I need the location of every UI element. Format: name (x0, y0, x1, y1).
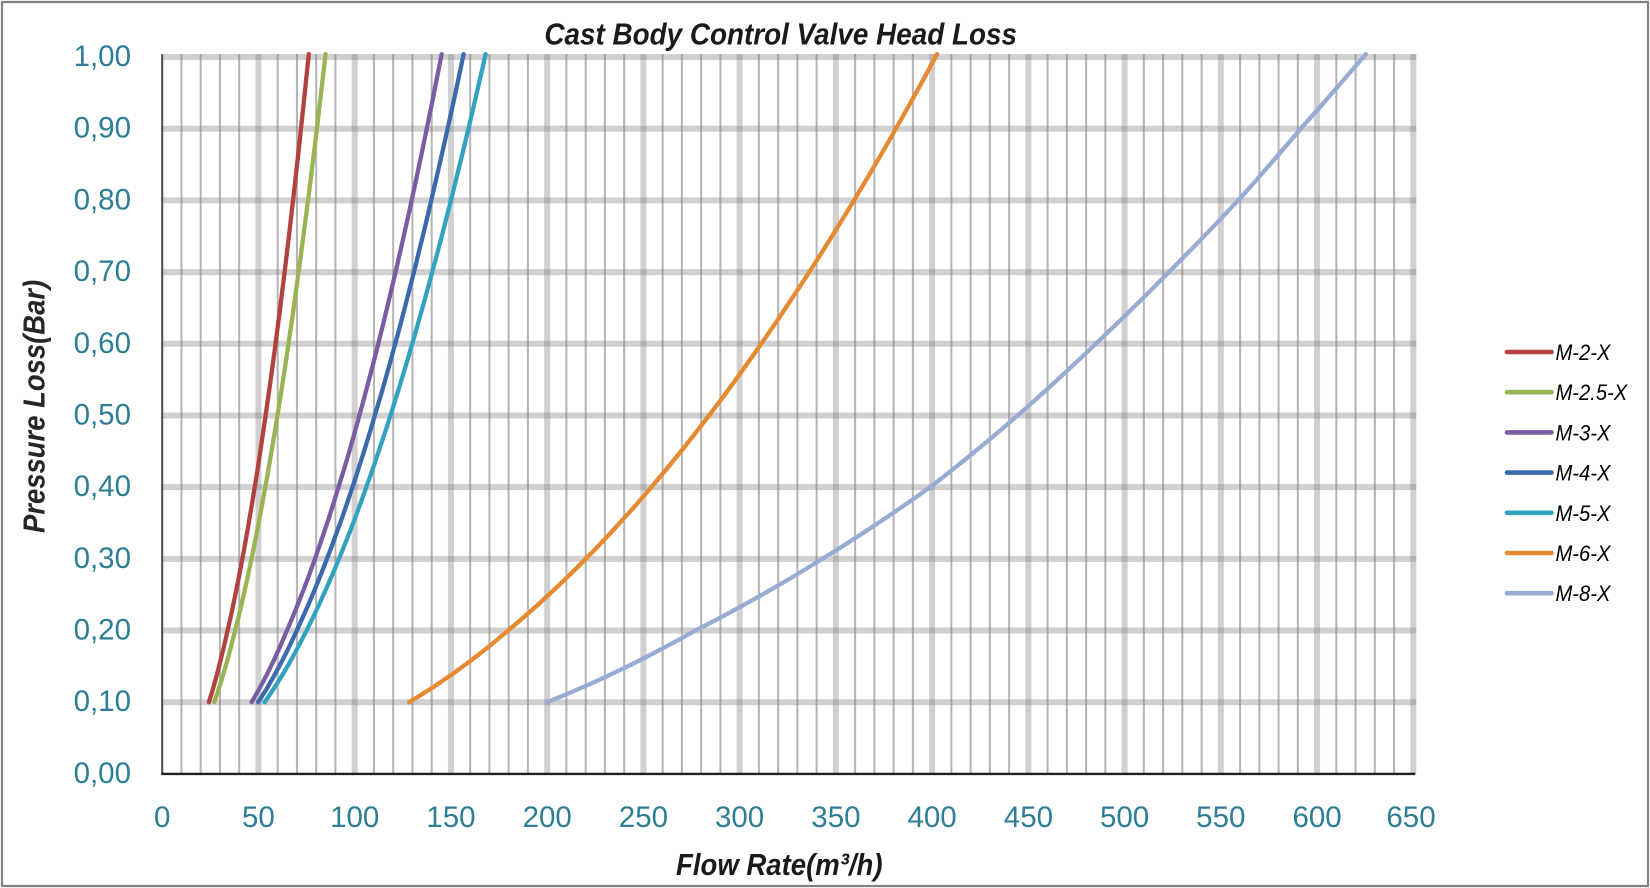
svg-text:600: 600 (1292, 801, 1341, 834)
svg-text:0,40: 0,40 (74, 470, 131, 503)
svg-text:650: 650 (1386, 801, 1435, 834)
svg-text:M-6-X: M-6-X (1556, 541, 1612, 566)
svg-text:150: 150 (426, 801, 475, 834)
svg-text:0,60: 0,60 (74, 327, 131, 360)
svg-text:M-4-X: M-4-X (1556, 461, 1612, 486)
svg-text:300: 300 (715, 801, 764, 834)
svg-text:0,20: 0,20 (74, 614, 131, 647)
svg-text:350: 350 (811, 801, 860, 834)
svg-text:M-2-X: M-2-X (1556, 340, 1612, 365)
svg-text:100: 100 (330, 801, 379, 834)
svg-text:400: 400 (907, 801, 956, 834)
svg-text:50: 50 (242, 801, 275, 834)
svg-text:M-2.5-X: M-2.5-X (1556, 380, 1629, 405)
svg-text:200: 200 (523, 801, 572, 834)
svg-text:0,10: 0,10 (74, 685, 131, 718)
svg-text:250: 250 (619, 801, 668, 834)
svg-text:0: 0 (154, 801, 170, 834)
svg-text:Pressure Loss(Bar): Pressure Loss(Bar) (17, 280, 52, 533)
svg-text:1,00: 1,00 (74, 40, 131, 73)
svg-text:0,30: 0,30 (74, 542, 131, 575)
svg-text:M-5-X: M-5-X (1556, 501, 1612, 526)
svg-text:550: 550 (1196, 801, 1245, 834)
svg-text:0,00: 0,00 (74, 757, 131, 790)
svg-text:0,90: 0,90 (74, 112, 131, 145)
svg-text:M-8-X: M-8-X (1556, 581, 1612, 606)
svg-text:Cast Body Control Valve Head L: Cast Body Control Valve Head Loss (544, 17, 1017, 51)
svg-text:0,50: 0,50 (74, 398, 131, 431)
svg-text:0,70: 0,70 (74, 255, 131, 288)
svg-text:500: 500 (1100, 801, 1149, 834)
svg-text:M-3-X: M-3-X (1556, 420, 1612, 445)
svg-text:450: 450 (1004, 801, 1053, 834)
svg-text:Flow Rate(m³/h): Flow Rate(m³/h) (676, 847, 883, 882)
svg-text:0,80: 0,80 (74, 183, 131, 216)
